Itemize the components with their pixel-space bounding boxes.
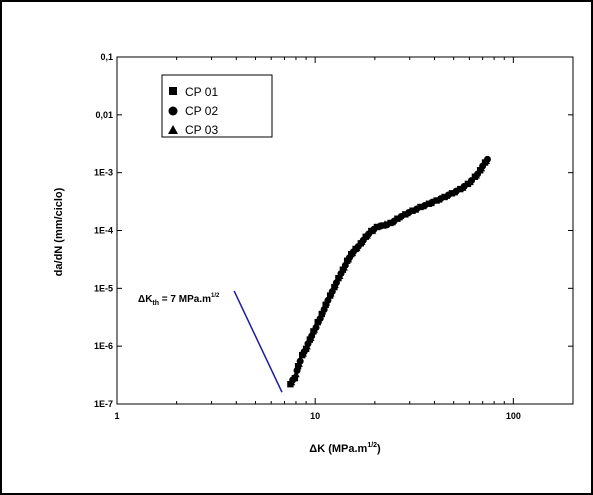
threshold-annotation-prefix: ΔK <box>138 294 153 305</box>
data-point-cp01 <box>448 190 456 197</box>
data-point-cp03 <box>295 359 303 367</box>
data-point-cp03 <box>411 205 419 213</box>
data-point-cp03 <box>344 255 353 263</box>
data-point-cp03 <box>458 183 467 191</box>
data-point-cp03 <box>403 209 411 217</box>
x-axis-label: ΔK (MPa.m1/2) <box>309 442 381 455</box>
legend-marker-square <box>169 87 177 95</box>
threshold-pointer-line <box>233 290 283 393</box>
x-tick-label: 10 <box>310 411 320 421</box>
data-point-cp03 <box>388 218 396 226</box>
y-axis-ticks: 1E-7 1E-6 1E-5 1E-4 1E-3 0,01 0,1 <box>94 52 573 409</box>
data-point-cp03 <box>419 202 427 210</box>
data-point-cp03 <box>287 378 296 386</box>
data-point-cp03 <box>307 334 315 341</box>
data-point-cp03 <box>352 244 361 252</box>
legend-label-cp02: CP 02 <box>185 104 218 118</box>
data-point-cp03 <box>314 316 323 324</box>
legend-box <box>161 74 273 138</box>
data-point-cp03 <box>331 281 339 289</box>
y-tick-label: 1E-3 <box>94 168 113 178</box>
data-point-cp03 <box>292 370 300 378</box>
threshold-annotation: ΔKth = 7 MPa.m1/2 <box>138 293 220 307</box>
y-tick-label: 1E-4 <box>94 226 113 236</box>
data-point-cp03 <box>358 238 366 245</box>
data-point-cp03 <box>477 164 486 172</box>
legend-label-cp01: CP 01 <box>185 85 218 99</box>
y-tick-label: 0,1 <box>100 52 113 62</box>
y-axis-label: da/dN (mm/ciclo) <box>53 187 65 276</box>
x-tick-label: 1 <box>114 411 119 421</box>
data-point-cp03 <box>322 298 331 306</box>
data-point-cp03 <box>482 157 490 165</box>
data-point-cp03 <box>395 213 403 221</box>
data-point-cp03 <box>442 191 451 199</box>
y-tick-label: 1E-6 <box>94 341 113 351</box>
threshold-annotation-sub: th <box>152 300 159 307</box>
data-point-cp03 <box>340 263 348 271</box>
data-point-cp01 <box>409 207 416 214</box>
data-point-cp03 <box>434 195 443 203</box>
data-point-cp03 <box>310 325 319 333</box>
y-tick-label: 1E-5 <box>94 283 113 293</box>
data-point-cp03 <box>336 272 344 279</box>
data-point-cp03 <box>363 231 371 239</box>
data-point-cp03 <box>450 188 459 196</box>
data-point-cp03 <box>368 226 377 234</box>
data-point-cp03 <box>318 307 327 315</box>
legend-marker-circle <box>168 106 178 116</box>
x-axis-label-close: ) <box>377 443 381 455</box>
data-point-cp03 <box>472 171 480 179</box>
legend-marker-triangle <box>168 125 178 134</box>
threshold-annotation-sup: 1/2 <box>211 293 220 299</box>
legend-label-cp03: CP 03 <box>185 123 218 137</box>
y-tick-label: 1E-7 <box>94 399 113 409</box>
x-tick-label: 100 <box>506 411 521 421</box>
data-point-cp03 <box>299 349 307 357</box>
x-axis-label-sup: 1/2 <box>367 442 377 449</box>
x-axis-label-main: ΔK (MPa.m <box>309 443 367 455</box>
data-points <box>287 155 491 388</box>
data-point-cp03 <box>348 249 357 257</box>
data-point-cp03 <box>381 220 389 228</box>
threshold-annotation-main: = 7 MPa.m <box>159 294 211 305</box>
x-axis-ticks: 1 10 100 <box>114 57 574 421</box>
data-point-cp03 <box>427 199 435 207</box>
data-point-cp03 <box>466 178 474 186</box>
data-point-cp03 <box>327 289 335 297</box>
legend: CP 01 CP 02 CP 03 <box>161 74 273 138</box>
data-point-cp03 <box>375 222 383 230</box>
data-point-cp03 <box>303 342 311 350</box>
y-tick-label: 0,01 <box>95 110 113 120</box>
